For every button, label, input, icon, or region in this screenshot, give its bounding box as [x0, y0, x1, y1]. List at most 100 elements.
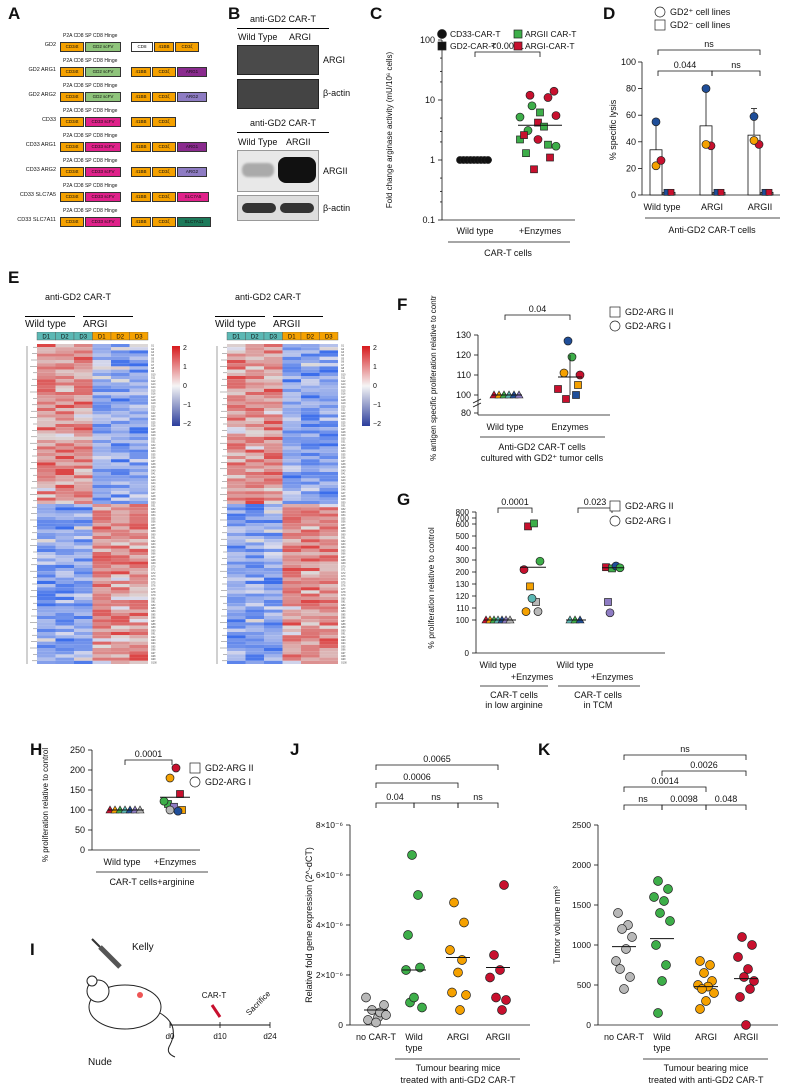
- j-point: [491, 992, 501, 1003]
- heatmap-cell: [92, 392, 111, 396]
- heatmap-cell: [129, 398, 148, 402]
- heatmap-cell: [301, 411, 320, 415]
- j-point: [461, 990, 471, 1000]
- heatmap-cell: [282, 350, 301, 354]
- heatmap-cell: [301, 382, 320, 386]
- heatmap-gene-label: G28: [341, 432, 346, 434]
- heatmap-cell: [129, 532, 148, 536]
- heatmap-cell: [282, 622, 301, 626]
- j-point: [457, 955, 467, 965]
- heatmap-cell: [264, 494, 283, 498]
- heatmap-cell: [282, 577, 301, 581]
- j-ytick-label: 2×10⁻⁶: [316, 970, 343, 980]
- heatmap-gene-label: G31: [341, 442, 346, 444]
- heatmap-cell: [92, 452, 111, 456]
- heatmap-cell: [227, 564, 246, 568]
- heatmap-gene-label: G2: [151, 349, 155, 351]
- heatmap-cell: [301, 488, 320, 492]
- k-ytick-label: 1500: [572, 900, 591, 910]
- heatmap-cell: [37, 465, 56, 469]
- heatmap-cell: [111, 590, 130, 594]
- heatmap-gene-label: G6: [341, 362, 345, 364]
- heatmap-cell: [319, 580, 338, 584]
- c-legend-arg1: [513, 41, 523, 51]
- heatmap-cell: [227, 414, 246, 418]
- heatmap-cell: [227, 507, 246, 511]
- j-point: [495, 965, 505, 975]
- heatmap-cell: [319, 542, 338, 546]
- heatmap-cell: [55, 600, 74, 604]
- heatmap-cell: [129, 379, 148, 383]
- heatmap-cell: [111, 382, 130, 386]
- heatmap-cell: [129, 459, 148, 463]
- h-pvalue: [124, 759, 173, 765]
- heatmap-cell: [111, 641, 130, 645]
- g-legend-arg2: [609, 500, 621, 512]
- heatmap-cell: [282, 651, 301, 655]
- heatmap-cell: [227, 472, 246, 476]
- heatmap-cell: [55, 520, 74, 524]
- heatmap-cell: [37, 382, 56, 386]
- d-bar-gd2pos: [699, 125, 713, 196]
- heatmap-cell: [282, 500, 301, 504]
- heatmap-cell: [74, 520, 93, 524]
- heatmap-cell: [74, 360, 93, 364]
- heatmap-cell: [319, 619, 338, 623]
- heatmap-cell: [37, 523, 56, 527]
- heatmap-cell: [245, 456, 264, 460]
- heatmap-cell: [129, 577, 148, 581]
- heatmap-gene-label: G69: [341, 563, 346, 565]
- heatmap-col-label: D2: [306, 335, 314, 341]
- heatmap-cell: [37, 510, 56, 514]
- heatmap-cell: [111, 638, 130, 642]
- heatmap-cell: [227, 510, 246, 514]
- heatmap-cell: [301, 536, 320, 540]
- k-point: [705, 960, 715, 970]
- heatmap-cell: [37, 347, 56, 351]
- heatmap-gene-label: G49: [151, 499, 156, 501]
- f-axis-break: [472, 398, 482, 408]
- heatmap-cell: [245, 632, 264, 636]
- heatmap-gene-label: G9: [151, 371, 155, 373]
- heatmap-cell: [37, 651, 56, 655]
- heatmap-cell: [55, 523, 74, 527]
- j-pvalue-label: 0.04: [386, 792, 404, 802]
- h-xgroup-label: CAR-T cells+arginine: [109, 877, 194, 887]
- heatmap-cell: [301, 555, 320, 559]
- f-xgroup-label1: Anti-GD2 CAR-T cells: [498, 442, 586, 452]
- j-pvalue-label: ns: [473, 792, 483, 802]
- heatmap-cell: [111, 392, 130, 396]
- heatmap-cell: [129, 500, 148, 504]
- heatmap-gene-label: G76: [341, 586, 346, 588]
- heatmap-cell: [245, 558, 264, 562]
- heatmap-cell: [282, 593, 301, 597]
- c-pvalue-label: <0.0001: [491, 41, 524, 51]
- heatmap-cell: [227, 635, 246, 639]
- j-xtick-label: type: [405, 1043, 422, 1053]
- heatmap-cell: [282, 344, 301, 348]
- c-xgroup-label: CAR-T cells: [484, 248, 532, 258]
- j-point: [407, 850, 417, 860]
- heatmap-cell: [111, 430, 130, 434]
- heatmap-cell: [282, 552, 301, 556]
- heatmap-cell: [245, 568, 264, 572]
- heatmap-cell: [37, 571, 56, 575]
- heatmap-cell: [37, 491, 56, 495]
- heatmap-cell: [74, 472, 93, 476]
- heatmap-cell: [74, 548, 93, 552]
- heatmap-cell: [282, 561, 301, 565]
- heatmap-cell: [111, 500, 130, 504]
- heatmap-cell: [245, 590, 264, 594]
- heatmap-cell: [92, 571, 111, 575]
- heatmap-cell: [264, 488, 283, 492]
- heatmap-cell: [74, 382, 93, 386]
- heatmap-cell: [282, 465, 301, 469]
- d-ylabel: % specific lysis: [608, 99, 618, 160]
- j-point: [489, 950, 499, 960]
- heatmap-cell: [319, 545, 338, 549]
- heatmap-cell: [111, 379, 130, 383]
- heatmap-cell: [264, 580, 283, 584]
- heatmap-cell: [37, 542, 56, 546]
- heatmap-gene-label: G45: [341, 486, 346, 488]
- heatmap-cell: [111, 651, 130, 655]
